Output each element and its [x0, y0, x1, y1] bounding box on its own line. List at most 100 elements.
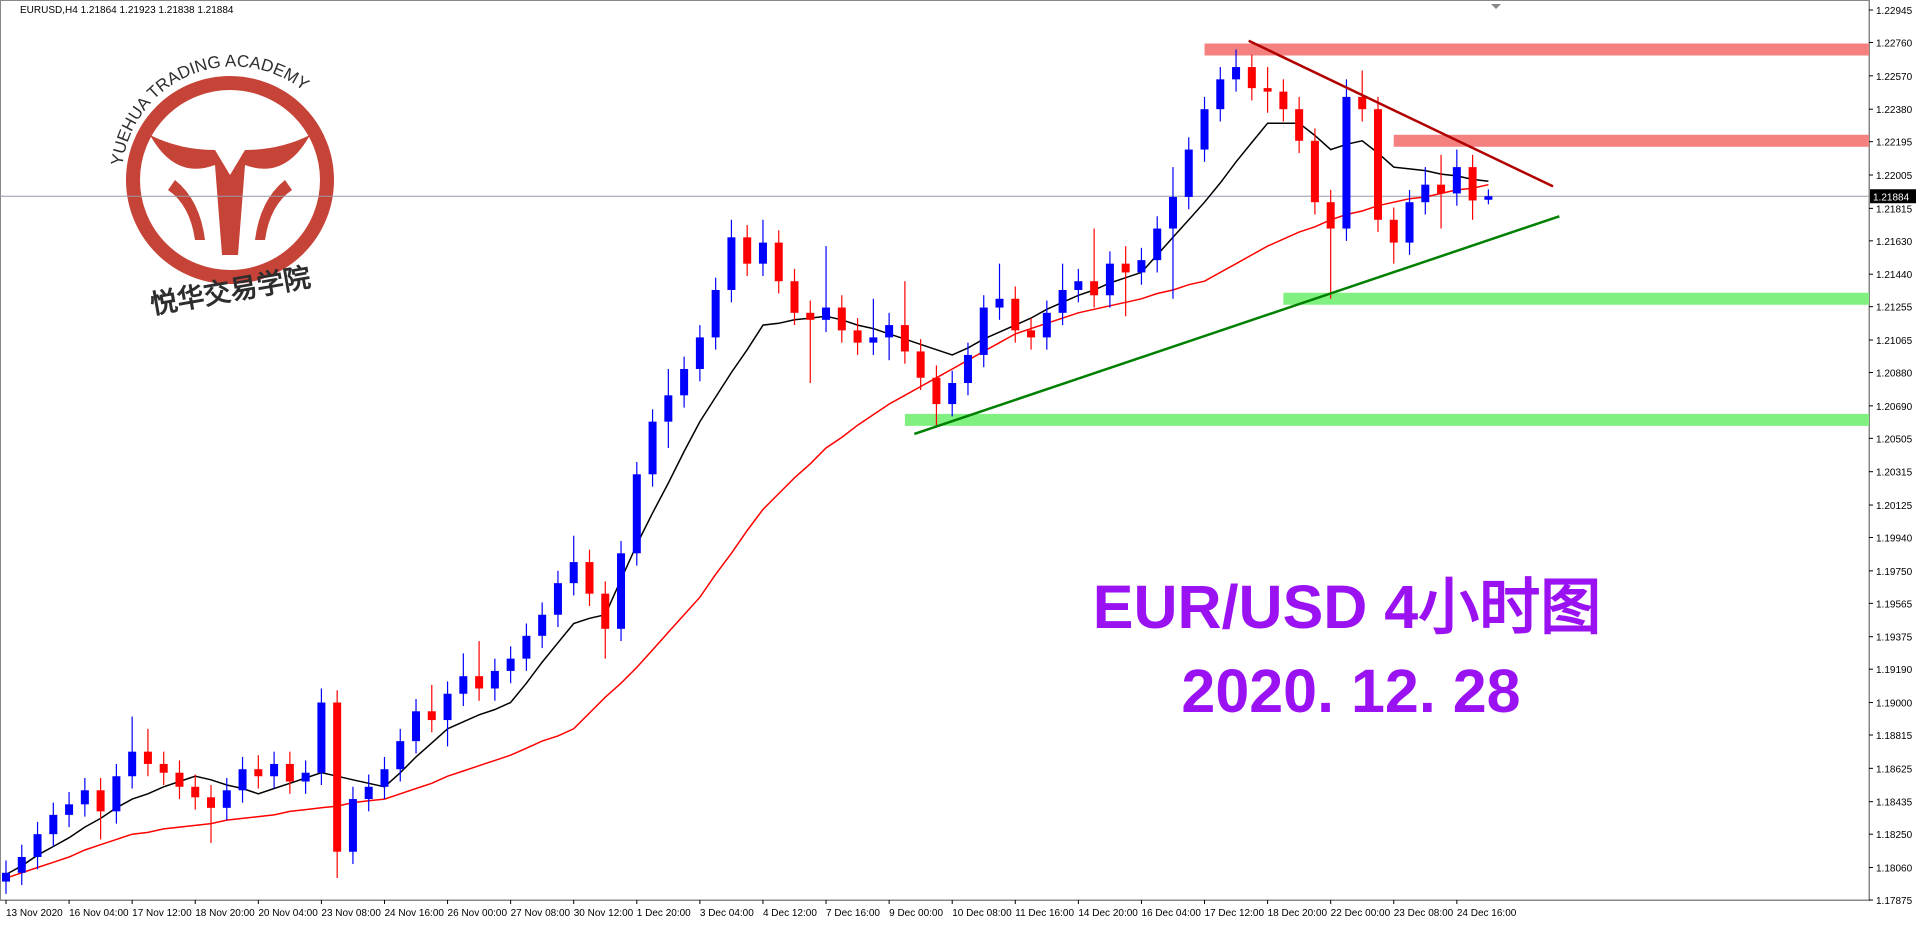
candle-body [963, 354, 972, 384]
annotation-date: 2020. 12. 28 [1181, 657, 1520, 725]
trend-line [1248, 39, 1554, 188]
candle-body [1153, 228, 1162, 261]
candle-body [853, 330, 862, 343]
candle-body [553, 583, 562, 615]
candle-body [175, 772, 184, 787]
candle-body [1342, 96, 1351, 229]
candle-body [1042, 312, 1051, 338]
y-tick-label: 1.20125 [1876, 501, 1913, 512]
x-tick-label: 3 Dec 04:00 [700, 908, 754, 919]
candle-body [1027, 330, 1036, 338]
candle-body [538, 614, 547, 636]
candle-body [128, 751, 137, 777]
candle-body [1137, 260, 1146, 273]
candle-body [412, 711, 421, 742]
y-tick-label: 1.22005 [1876, 171, 1913, 182]
candle-body [364, 786, 373, 800]
candle-body [1405, 202, 1414, 243]
candle-body [1295, 109, 1304, 141]
candle-body [80, 790, 89, 805]
candle-body [664, 395, 673, 422]
x-tick-label: 14 Dec 20:00 [1078, 908, 1138, 919]
candle-body [270, 763, 279, 777]
candle-body [490, 670, 499, 689]
x-tick-label: 7 Dec 16:00 [826, 908, 880, 919]
candle-body [1200, 109, 1209, 150]
y-tick-label: 1.22380 [1876, 105, 1913, 116]
candle-body [506, 658, 515, 671]
candle-body [17, 856, 26, 873]
candle-body [774, 242, 783, 282]
candle-body [979, 307, 988, 355]
level-zone [1393, 134, 1869, 147]
x-tick-label: 10 Dec 08:00 [952, 908, 1012, 919]
candle-body [459, 676, 468, 694]
x-tick-label: 11 Dec 16:00 [1015, 908, 1074, 919]
candle-body [1216, 79, 1225, 110]
candle-body [348, 799, 357, 852]
candle-body [317, 702, 326, 773]
candle-body [1437, 184, 1446, 194]
x-tick-label: 23 Dec 08:00 [1394, 908, 1454, 919]
candle-body [1247, 67, 1256, 89]
candle-body [837, 307, 846, 331]
x-tick-label: 1 Dec 20:00 [637, 908, 691, 919]
y-tick-label: 1.19565 [1876, 599, 1913, 610]
candle-body [143, 751, 152, 764]
y-tick-label: 1.21065 [1876, 336, 1913, 347]
candle-body [806, 312, 815, 320]
x-tick-label: 27 Nov 08:00 [511, 908, 571, 919]
candle-body [995, 298, 1004, 308]
y-tick-label: 1.20315 [1876, 468, 1913, 479]
y-tick-label: 1.19000 [1876, 699, 1913, 710]
x-tick-label: 9 Dec 00:00 [889, 908, 943, 919]
y-tick-label: 1.21630 [1876, 237, 1913, 248]
candle-body [758, 242, 767, 264]
price-tag-label: 1.21884 [1873, 192, 1910, 203]
candle-body [1484, 196, 1493, 200]
logo-mark [168, 180, 292, 240]
x-tick-label: 17 Dec 12:00 [1205, 908, 1265, 919]
x-tick-label: 18 Nov 20:00 [195, 908, 255, 919]
candle-body [601, 593, 610, 629]
candle-body [2, 872, 10, 882]
candle-body [885, 325, 894, 338]
price-tag [1870, 189, 1916, 204]
x-tick-label: 24 Nov 16:00 [384, 908, 444, 919]
candle-body [33, 834, 42, 857]
candle-body [743, 237, 752, 264]
y-tick-label: 1.20880 [1876, 368, 1913, 379]
candle-body [285, 763, 294, 782]
candle-body [1121, 263, 1130, 273]
level-zone [1204, 43, 1869, 56]
annotation-title: EUR/USD 4小时图 [1093, 573, 1601, 641]
candle-body [427, 711, 436, 721]
moving-average [5, 183, 1489, 879]
x-tick-label: 4 Dec 12:00 [763, 908, 817, 919]
logo: YUEHUA TRADING ACADEMY 悦华交易学院 [107, 51, 334, 320]
candle-body [585, 562, 594, 594]
candle-body [1310, 140, 1319, 203]
x-tick-label: 22 Dec 00:00 [1331, 908, 1391, 919]
y-tick-label: 1.21255 [1876, 303, 1913, 314]
x-tick-label: 24 Dec 16:00 [1457, 908, 1517, 919]
candle-body [1011, 298, 1020, 331]
window-marker [1491, 4, 1501, 9]
y-tick-label: 1.19750 [1876, 567, 1913, 578]
y-tick-label: 1.21815 [1876, 204, 1913, 215]
candle-body [869, 337, 878, 343]
y-tick-label: 1.18060 [1876, 864, 1913, 875]
candle-body [822, 307, 831, 320]
x-tick-label: 20 Nov 04:00 [258, 908, 318, 919]
x-tick-label: 16 Nov 04:00 [69, 908, 129, 919]
candle-body [1373, 109, 1382, 220]
candle-body [65, 804, 74, 815]
candle-body [1389, 219, 1398, 243]
candle-body [380, 769, 389, 787]
y-tick-label: 1.18625 [1876, 764, 1913, 775]
candle-body [1421, 184, 1430, 203]
trend-line [913, 215, 1560, 436]
candle-body [1468, 167, 1477, 201]
candle-body [948, 383, 957, 405]
